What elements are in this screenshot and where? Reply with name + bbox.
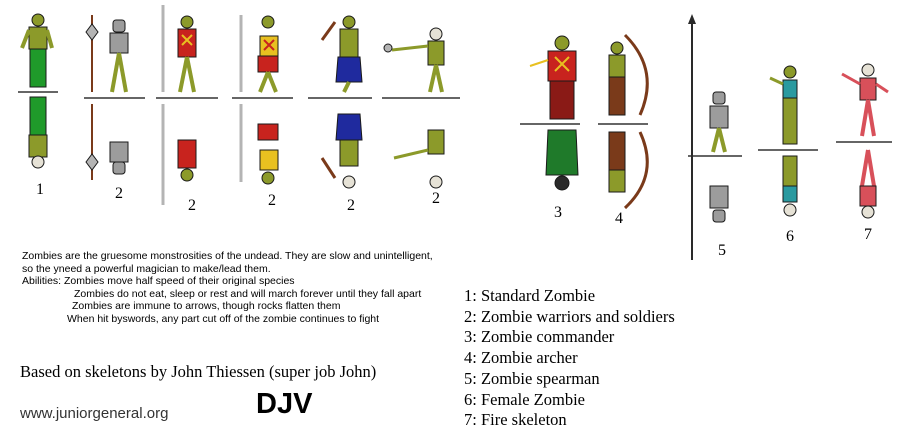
figure-number: 2 [115, 185, 123, 202]
figure-number: 2 [432, 190, 440, 207]
figure-number: 6 [786, 228, 794, 245]
figure-red-sword-zombie [161, 5, 197, 205]
figure-number: 3 [554, 204, 562, 221]
figure-number: 2 [268, 192, 276, 209]
legend-item: 1: Standard Zombie [464, 286, 596, 305]
legend-item: 7: Fire skeleton [464, 410, 567, 430]
description-line: Zombies do not eat, sleep or rest and wi… [74, 287, 422, 300]
figure-armoured-axe-zombie [85, 15, 129, 180]
description-line: Zombies are immune to arrows, though roc… [72, 300, 341, 313]
figure-fire-skeleton [841, 63, 889, 219]
figure-number: 2 [347, 197, 355, 214]
figure-zombie-commander [529, 35, 579, 191]
zombie-figures-strip [18, 5, 892, 260]
figure-zombie-archer [608, 33, 649, 210]
author-signature: DJV [256, 388, 313, 420]
figure-standard-zombie [20, 13, 54, 169]
credit-line: Based on skeletons by John Thiessen (sup… [20, 362, 377, 381]
legend-item: 4: Zombie archer [464, 348, 578, 368]
legend-item: 5: Zombie spearman [464, 368, 600, 388]
figure-legend: 1: Standard Zombie 2: Zombie warriors an… [464, 286, 675, 431]
figure-number: 1 [36, 181, 44, 198]
description-line: When hit byswords, any part cut off of t… [67, 312, 380, 325]
legend-item: 2: Zombie warriors and soldiers [464, 306, 675, 326]
figure-number: 2 [188, 197, 196, 214]
figure-female-zombie [769, 65, 798, 217]
figure-zombie-spearman [688, 14, 729, 260]
figure-blue-club-zombie [320, 15, 363, 189]
description-block: Zombies are the gruesome monstrosities o… [22, 250, 462, 326]
figure-skeletal-flail-zombie [383, 27, 445, 189]
legend-item: 3: Zombie commander [464, 327, 615, 347]
figure-red-shield-zombie [239, 15, 279, 185]
figure-number: 4 [615, 210, 623, 227]
description-line: Abilities: Zombies move half speed of th… [22, 275, 295, 288]
fold-lines [18, 91, 892, 157]
site-url: www.juniorgeneral.org [20, 405, 169, 422]
description-line: so the yneed a powerful magician to make… [22, 262, 271, 275]
description-line: Zombies are the gruesome monstrosities o… [22, 250, 433, 262]
legend-item: 6: Female Zombie [464, 389, 585, 409]
figure-number: 7 [864, 226, 872, 243]
figure-number: 5 [718, 242, 726, 259]
